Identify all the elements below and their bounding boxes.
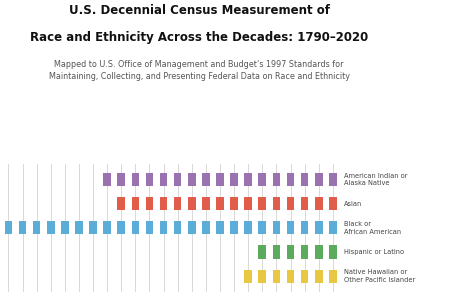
FancyBboxPatch shape [245, 197, 252, 210]
FancyBboxPatch shape [132, 221, 139, 234]
FancyBboxPatch shape [329, 270, 337, 283]
FancyBboxPatch shape [174, 173, 182, 186]
FancyBboxPatch shape [258, 173, 266, 186]
FancyBboxPatch shape [216, 197, 224, 210]
FancyBboxPatch shape [245, 221, 252, 234]
FancyBboxPatch shape [287, 221, 294, 234]
FancyBboxPatch shape [315, 173, 322, 186]
FancyBboxPatch shape [230, 221, 238, 234]
FancyBboxPatch shape [258, 246, 266, 258]
FancyBboxPatch shape [118, 197, 125, 210]
FancyBboxPatch shape [273, 197, 280, 210]
FancyBboxPatch shape [188, 221, 196, 234]
FancyBboxPatch shape [47, 221, 55, 234]
FancyBboxPatch shape [273, 173, 280, 186]
FancyBboxPatch shape [89, 221, 97, 234]
FancyBboxPatch shape [19, 221, 27, 234]
FancyBboxPatch shape [146, 221, 153, 234]
FancyBboxPatch shape [188, 173, 196, 186]
FancyBboxPatch shape [315, 246, 322, 258]
Text: Native Hawaiian or
Other Pacific Islander: Native Hawaiian or Other Pacific Islande… [344, 270, 415, 283]
Text: U.S. Decennial Census Measurement of: U.S. Decennial Census Measurement of [69, 4, 329, 18]
FancyBboxPatch shape [273, 221, 280, 234]
FancyBboxPatch shape [61, 221, 69, 234]
FancyBboxPatch shape [230, 197, 238, 210]
FancyBboxPatch shape [202, 197, 210, 210]
FancyBboxPatch shape [118, 173, 125, 186]
FancyBboxPatch shape [174, 197, 182, 210]
FancyBboxPatch shape [103, 221, 111, 234]
FancyBboxPatch shape [160, 173, 167, 186]
FancyBboxPatch shape [258, 221, 266, 234]
Text: Mapped to U.S. Office of Management and Budget’s 1997 Standards for
Maintaining,: Mapped to U.S. Office of Management and … [48, 60, 350, 81]
FancyBboxPatch shape [273, 270, 280, 283]
FancyBboxPatch shape [287, 270, 294, 283]
FancyBboxPatch shape [160, 221, 167, 234]
Text: Black or
African American: Black or African American [344, 221, 401, 234]
FancyBboxPatch shape [230, 173, 238, 186]
FancyBboxPatch shape [160, 197, 167, 210]
FancyBboxPatch shape [146, 197, 153, 210]
FancyBboxPatch shape [216, 221, 224, 234]
FancyBboxPatch shape [329, 173, 337, 186]
FancyBboxPatch shape [245, 173, 252, 186]
FancyBboxPatch shape [174, 221, 182, 234]
FancyBboxPatch shape [103, 173, 111, 186]
FancyBboxPatch shape [287, 173, 294, 186]
FancyBboxPatch shape [273, 246, 280, 258]
FancyBboxPatch shape [315, 270, 322, 283]
FancyBboxPatch shape [75, 221, 83, 234]
FancyBboxPatch shape [216, 173, 224, 186]
FancyBboxPatch shape [315, 221, 322, 234]
FancyBboxPatch shape [132, 197, 139, 210]
FancyBboxPatch shape [287, 197, 294, 210]
FancyBboxPatch shape [245, 270, 252, 283]
FancyBboxPatch shape [329, 197, 337, 210]
Text: Race and Ethnicity Across the Decades: 1790–2020: Race and Ethnicity Across the Decades: 1… [30, 31, 368, 44]
FancyBboxPatch shape [329, 221, 337, 234]
FancyBboxPatch shape [202, 221, 210, 234]
FancyBboxPatch shape [118, 221, 125, 234]
FancyBboxPatch shape [287, 246, 294, 258]
FancyBboxPatch shape [258, 197, 266, 210]
Text: Asian: Asian [344, 201, 362, 206]
FancyBboxPatch shape [188, 197, 196, 210]
FancyBboxPatch shape [33, 221, 40, 234]
FancyBboxPatch shape [258, 270, 266, 283]
FancyBboxPatch shape [301, 270, 309, 283]
FancyBboxPatch shape [329, 246, 337, 258]
Text: American Indian or
Alaska Native: American Indian or Alaska Native [344, 173, 407, 186]
Text: Hispanic or Latino: Hispanic or Latino [344, 249, 404, 255]
FancyBboxPatch shape [315, 197, 322, 210]
FancyBboxPatch shape [301, 246, 309, 258]
FancyBboxPatch shape [5, 221, 12, 234]
FancyBboxPatch shape [132, 173, 139, 186]
FancyBboxPatch shape [146, 173, 153, 186]
FancyBboxPatch shape [202, 173, 210, 186]
FancyBboxPatch shape [301, 197, 309, 210]
FancyBboxPatch shape [301, 221, 309, 234]
FancyBboxPatch shape [301, 173, 309, 186]
